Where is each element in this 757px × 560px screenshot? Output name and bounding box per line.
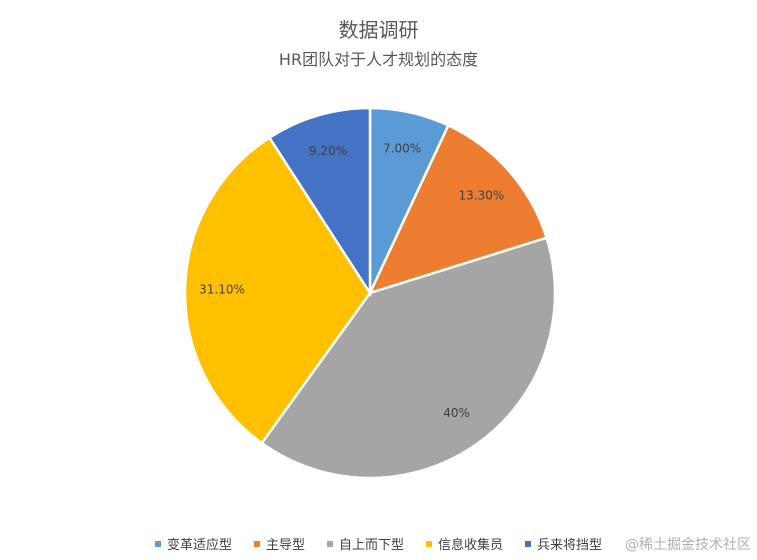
chart-title: 数据调研 bbox=[338, 18, 419, 42]
legend-swatch bbox=[525, 540, 532, 547]
legend: 变革适应型 主导型 自上而下型 信息收集员 兵来将挡型 bbox=[0, 534, 757, 553]
pie-slice-3 bbox=[260, 236, 557, 480]
legend-item-5: 兵来将挡型 bbox=[525, 534, 602, 553]
legend-swatch bbox=[326, 540, 333, 547]
pie-slice-5 bbox=[267, 106, 372, 298]
chart-subtitle: HR团队对于人才规划的态度 bbox=[278, 50, 479, 69]
legend-label: 信息收集员 bbox=[438, 538, 504, 553]
legend-swatch bbox=[253, 540, 260, 547]
legend-item-2: 主导型 bbox=[253, 534, 305, 553]
legend-swatch bbox=[426, 540, 432, 547]
legend-swatch bbox=[154, 540, 161, 547]
pie-slice-4 bbox=[183, 135, 372, 445]
legend-item-1: 变革适应型 bbox=[154, 534, 232, 553]
legend-label: 主导型 bbox=[265, 538, 305, 553]
data-label-1: 7.00% bbox=[383, 142, 421, 156]
data-label-5: 9.20% bbox=[309, 144, 347, 158]
data-label-3: 40% bbox=[443, 406, 470, 420]
legend-label: 兵来将挡型 bbox=[537, 538, 603, 553]
legend-label: 自上而下型 bbox=[338, 538, 404, 553]
legend-item-3: 自上而下型 bbox=[326, 534, 404, 553]
data-label-2: 13.30% bbox=[459, 189, 505, 203]
legend-label: 变革适应型 bbox=[166, 538, 232, 553]
watermark: @稀土掘金技术社区 bbox=[625, 537, 751, 553]
legend-item-4: 信息收集员 bbox=[426, 534, 503, 553]
data-label-4: 31.10% bbox=[199, 282, 245, 296]
